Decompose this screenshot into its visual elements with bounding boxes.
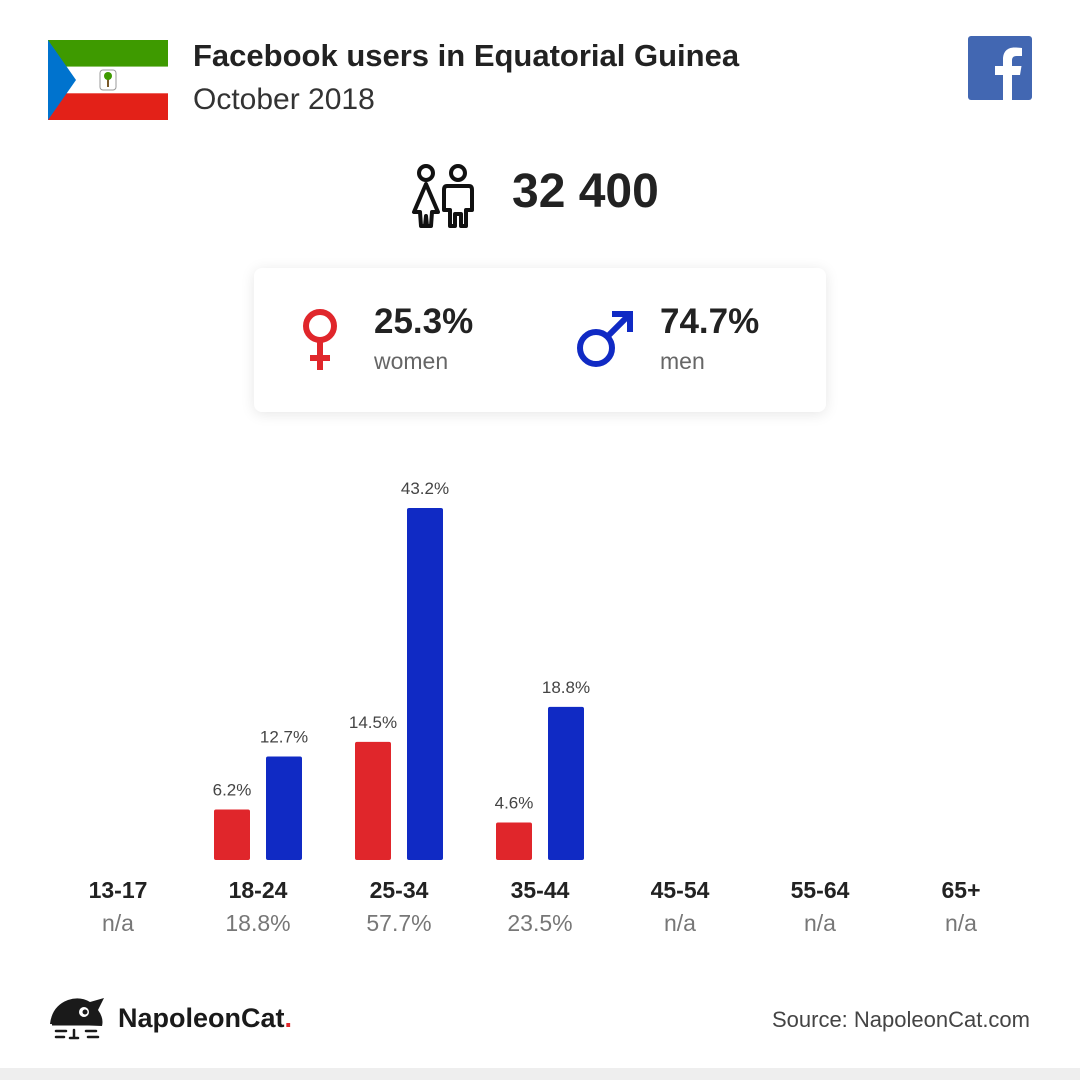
data-label-men-18-24: 12.7%	[260, 728, 308, 747]
bar-men-18-24	[266, 756, 302, 860]
age-group-total-35-44: 23.5%	[507, 910, 573, 936]
age-group-total-18-24: 18.8%	[225, 910, 291, 936]
bottom-strip	[0, 1068, 1080, 1080]
napoleoncat-brand: NapoleonCat.	[118, 1003, 292, 1034]
women-percentage: 25.3%	[374, 302, 474, 341]
users-icon	[412, 164, 474, 228]
bar-women-25-34	[355, 741, 391, 860]
data-label-women-25-34: 14.5%	[349, 713, 397, 732]
age-group-label-35-44: 35-44	[510, 877, 570, 903]
data-label-men-35-44: 18.8%	[542, 678, 590, 697]
bar-men-35-44	[548, 706, 584, 860]
male-icon	[577, 311, 633, 367]
age-group-total-45-54: n/a	[664, 910, 696, 936]
brand-dot: .	[284, 1003, 293, 1033]
data-label-women-18-24: 6.2%	[213, 780, 252, 799]
age-group-label-45-54: 45-54	[650, 877, 710, 903]
data-label-men-25-34: 43.2%	[401, 479, 449, 498]
data-label-women-35-44: 4.6%	[495, 794, 534, 813]
bar-women-18-24	[214, 809, 250, 860]
age-group-total-13-17: n/a	[102, 910, 134, 936]
equatorial-guinea-flag	[48, 40, 168, 120]
age-group-label-18-24: 18-24	[228, 877, 288, 903]
age-group-total-25-34: 57.7%	[366, 910, 432, 936]
bar-women-35-44	[496, 822, 532, 860]
flag-emblem-icon	[99, 69, 117, 91]
facebook-icon	[968, 36, 1032, 100]
gender-split-card: 25.3% women 74.7% men	[254, 268, 826, 412]
age-gender-bar-chart: 6.2% 12.7% 14.5% 43.2% 4.6% 18.8%	[213, 479, 590, 860]
age-group-label-25-34: 25-34	[369, 877, 429, 903]
bar-men-25-34	[407, 508, 443, 860]
age-group-label-65+: 65+	[941, 877, 981, 903]
napoleoncat-logo-icon	[50, 998, 104, 1040]
age-group-total-65+: n/a	[945, 910, 977, 936]
brand-name: NapoleonCat	[118, 1003, 285, 1033]
age-group-label-55-64: 55-64	[790, 877, 850, 903]
source-credit: Source: NapoleonCat.com	[771, 1007, 1030, 1032]
age-group-label-13-17: 13-17	[88, 877, 148, 903]
total-users: 32 400	[512, 165, 659, 218]
men-percentage: 74.7%	[660, 302, 760, 341]
women-label: women	[374, 348, 449, 374]
men-label: men	[660, 348, 705, 374]
page-subtitle: October 2018	[193, 83, 375, 116]
female-icon	[303, 309, 337, 370]
age-group-total-55-64: n/a	[804, 910, 836, 936]
page-title: Facebook users in Equatorial Guinea	[193, 38, 740, 73]
